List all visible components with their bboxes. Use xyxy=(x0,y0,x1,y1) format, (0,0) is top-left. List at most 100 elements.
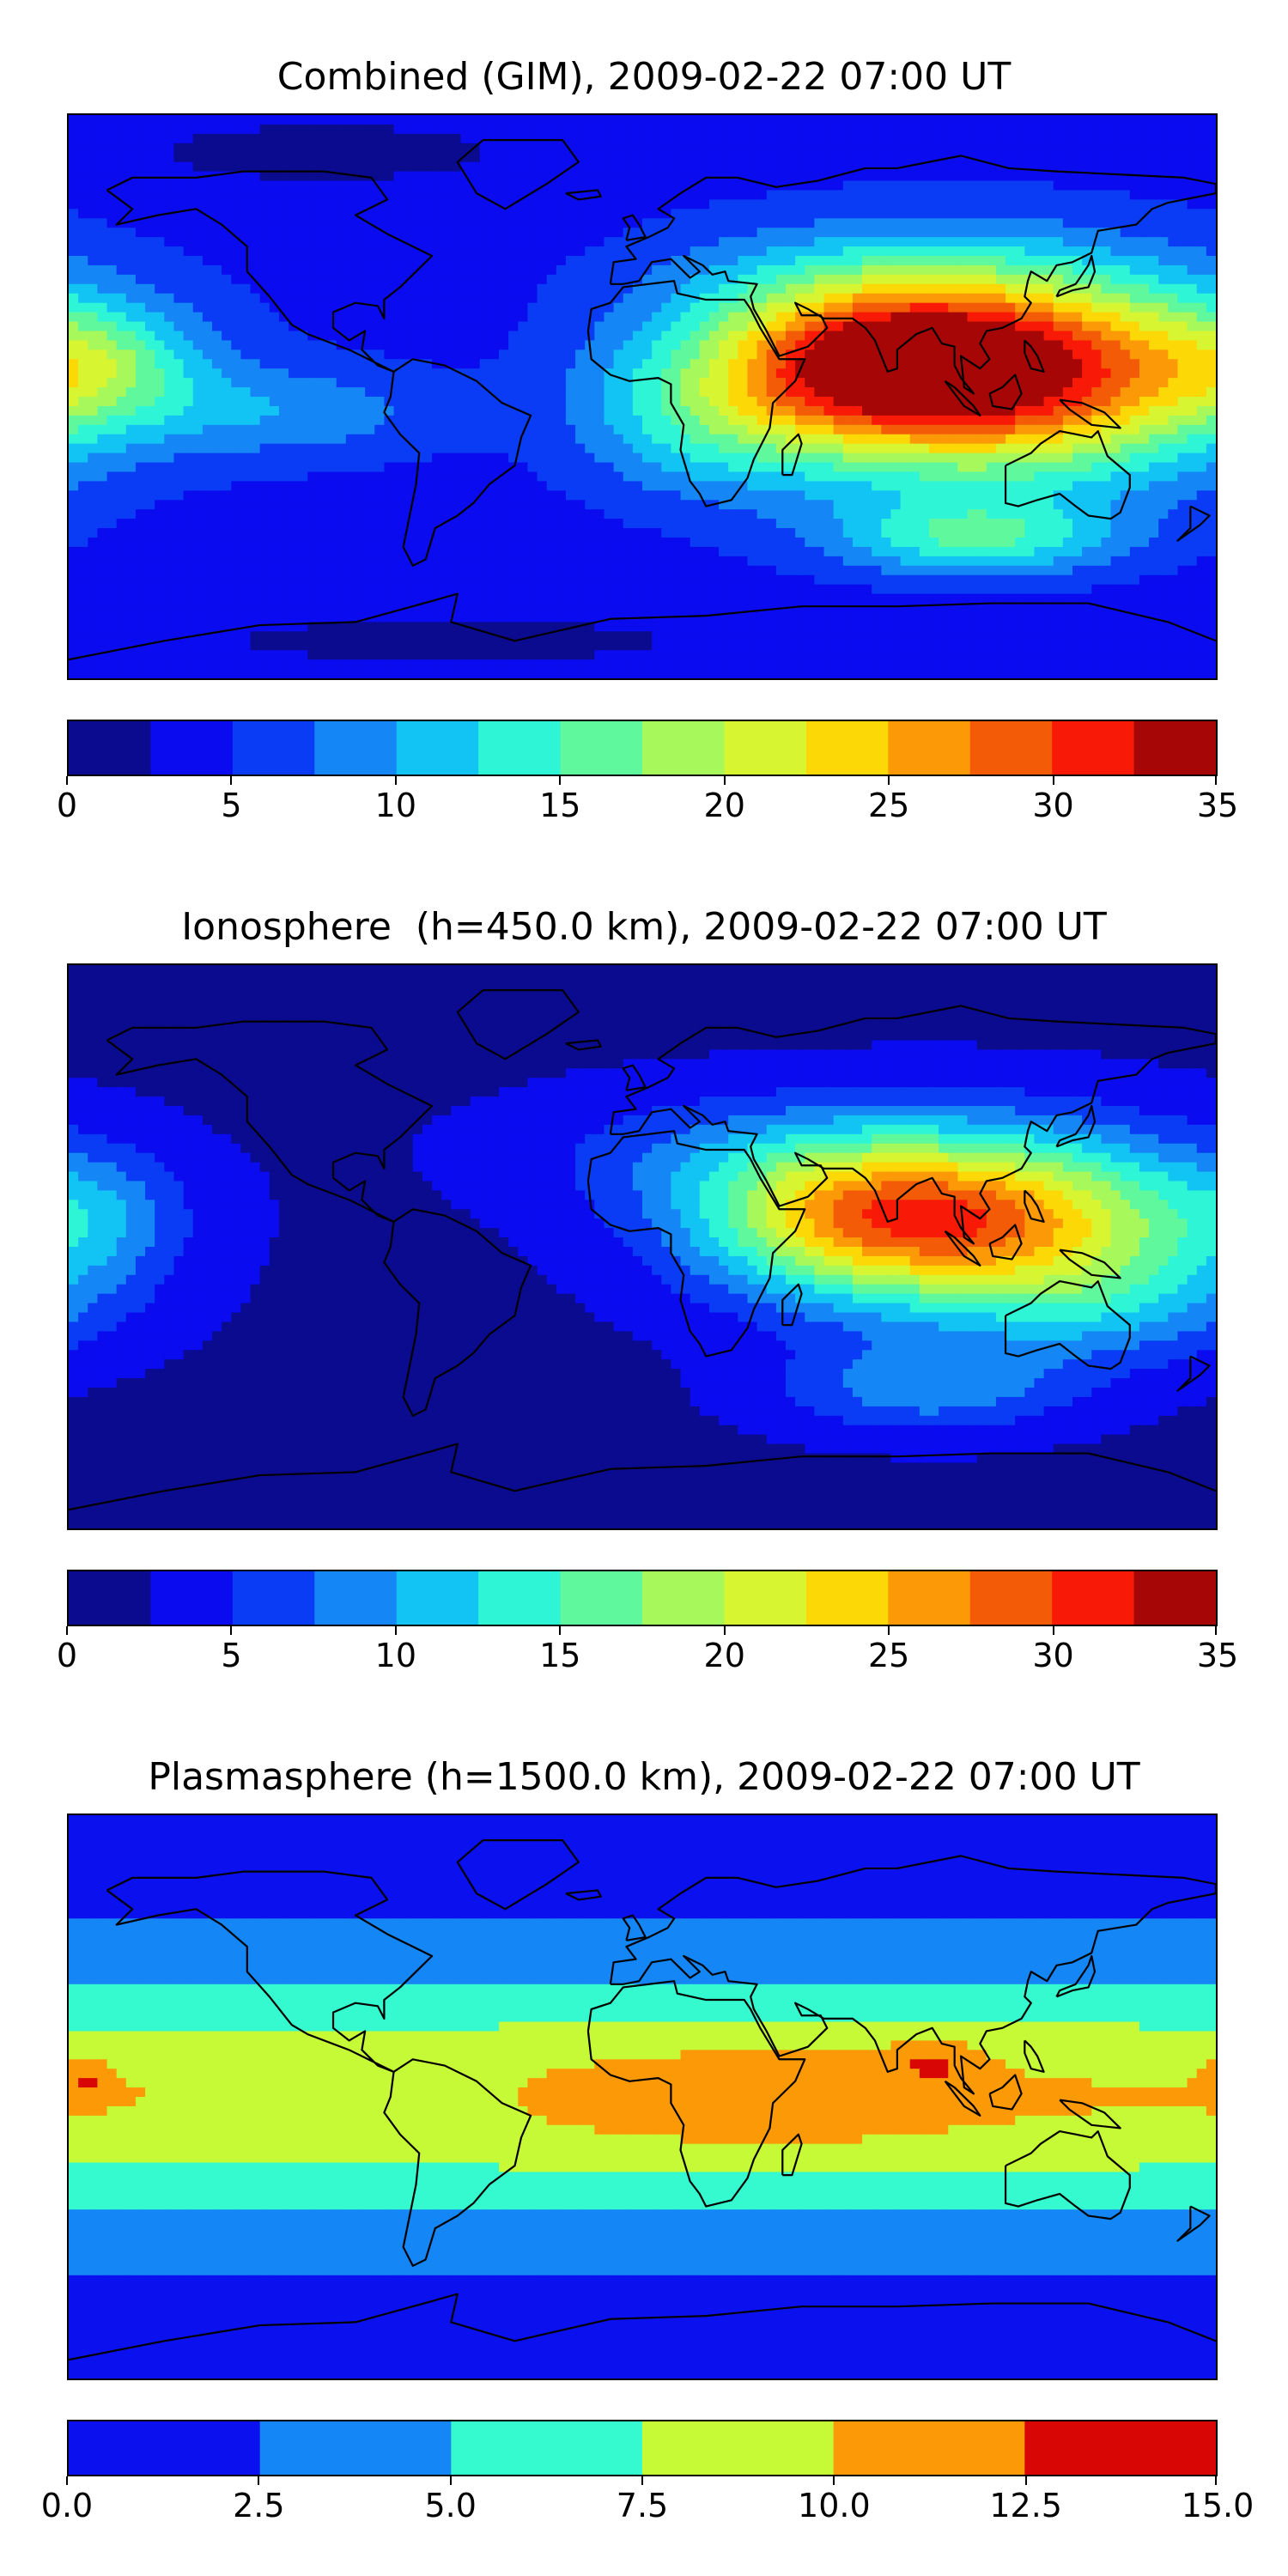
contour-cell xyxy=(738,321,749,332)
contour-cell xyxy=(240,161,252,173)
contour-cell xyxy=(307,405,319,416)
contour-cell xyxy=(852,453,863,464)
contour-cell xyxy=(518,237,528,247)
contour-cell xyxy=(795,180,805,191)
contour-cell xyxy=(1062,405,1073,416)
contour-cell xyxy=(1158,349,1169,360)
contour-cell xyxy=(345,293,356,304)
contour-cell xyxy=(680,124,691,135)
contour-cell xyxy=(967,378,978,388)
contour-cell xyxy=(976,481,987,491)
contour-cell xyxy=(173,209,185,219)
contour-cell xyxy=(460,481,471,491)
contour-cell xyxy=(967,349,978,360)
contour-cell xyxy=(823,256,835,266)
contour-cell xyxy=(976,387,987,398)
contour-cell xyxy=(508,397,519,407)
contour-cell xyxy=(508,124,519,135)
contour-cell xyxy=(135,256,146,266)
contour-cell xyxy=(106,340,118,350)
contour-cell xyxy=(1177,246,1188,257)
contour-cell xyxy=(556,397,567,407)
contour-cell xyxy=(393,405,404,416)
contour-cell xyxy=(613,143,624,154)
contour-cell xyxy=(795,199,805,210)
contour-cell xyxy=(747,161,758,173)
contour-cell xyxy=(192,133,204,144)
contour-cell xyxy=(345,218,356,228)
contour-cell xyxy=(470,256,481,266)
contour-cell xyxy=(690,218,701,228)
contour-cell xyxy=(422,424,433,435)
contour-cell xyxy=(326,293,337,304)
contour-cell xyxy=(919,228,930,238)
contour-cell xyxy=(183,246,194,257)
contour-cell xyxy=(881,490,892,501)
contour-cell xyxy=(890,133,902,144)
contour-cell xyxy=(259,143,270,154)
contour-cell xyxy=(919,434,930,445)
contour-cell xyxy=(259,283,270,295)
contour-cell xyxy=(881,283,892,295)
contour-cell xyxy=(995,256,1006,266)
contour-cell xyxy=(929,246,939,257)
contour-cell xyxy=(183,161,194,173)
contour-cell xyxy=(240,237,252,247)
contour-cell xyxy=(269,415,280,426)
contour-cell xyxy=(537,152,548,163)
contour-cell xyxy=(948,218,958,228)
contour-cell xyxy=(202,340,213,350)
contour-cell xyxy=(986,171,997,182)
contour-cell xyxy=(155,415,165,426)
contour-cell xyxy=(1177,218,1188,228)
contour-cell xyxy=(250,218,261,228)
contour-cell xyxy=(872,471,882,482)
contour-cell xyxy=(508,302,519,313)
contour-cell xyxy=(756,378,768,388)
contour-cell xyxy=(202,434,213,445)
contour-cell xyxy=(1177,133,1188,144)
contour-cell xyxy=(470,115,481,125)
contour-cell xyxy=(1043,387,1054,398)
contour-cell xyxy=(756,424,768,435)
contour-cell xyxy=(948,415,958,426)
contour-cell xyxy=(575,143,586,154)
contour-cell xyxy=(78,293,88,304)
contour-cell xyxy=(1110,397,1121,407)
contour-cell xyxy=(317,218,328,228)
contour-cell xyxy=(479,302,490,313)
contour-cell xyxy=(202,161,213,173)
contour-cell xyxy=(202,302,213,313)
contour-cell xyxy=(642,246,653,257)
contour-cell xyxy=(355,312,366,323)
contour-cell xyxy=(278,246,289,257)
contour-cell xyxy=(479,152,490,163)
contour-cell xyxy=(1139,331,1150,341)
contour-cell xyxy=(240,490,252,501)
contour-cell xyxy=(78,443,88,454)
contour-cell xyxy=(155,500,165,510)
contour-cell xyxy=(212,190,222,200)
contour-cell xyxy=(78,490,88,501)
contour-cell xyxy=(250,190,261,200)
contour-cell xyxy=(403,405,414,416)
contour-cell xyxy=(1187,331,1198,341)
contour-cell xyxy=(384,209,395,219)
contour-cell xyxy=(738,124,749,135)
contour-cell xyxy=(88,115,98,125)
contour-cell xyxy=(1206,387,1216,398)
contour-cell xyxy=(384,293,395,304)
contour-cell xyxy=(929,256,939,266)
contour-cell xyxy=(145,415,155,426)
contour-cell xyxy=(1110,190,1121,200)
contour-cell xyxy=(1043,124,1054,135)
contour-cell xyxy=(986,209,997,219)
contour-cell xyxy=(1177,490,1188,501)
contour-cell xyxy=(518,312,528,323)
contour-cell xyxy=(317,405,328,416)
contour-cell xyxy=(881,124,892,135)
contour-cell xyxy=(728,218,738,228)
contour-cell xyxy=(556,218,567,228)
contour-cell xyxy=(708,256,720,266)
contour-cell xyxy=(699,490,710,501)
